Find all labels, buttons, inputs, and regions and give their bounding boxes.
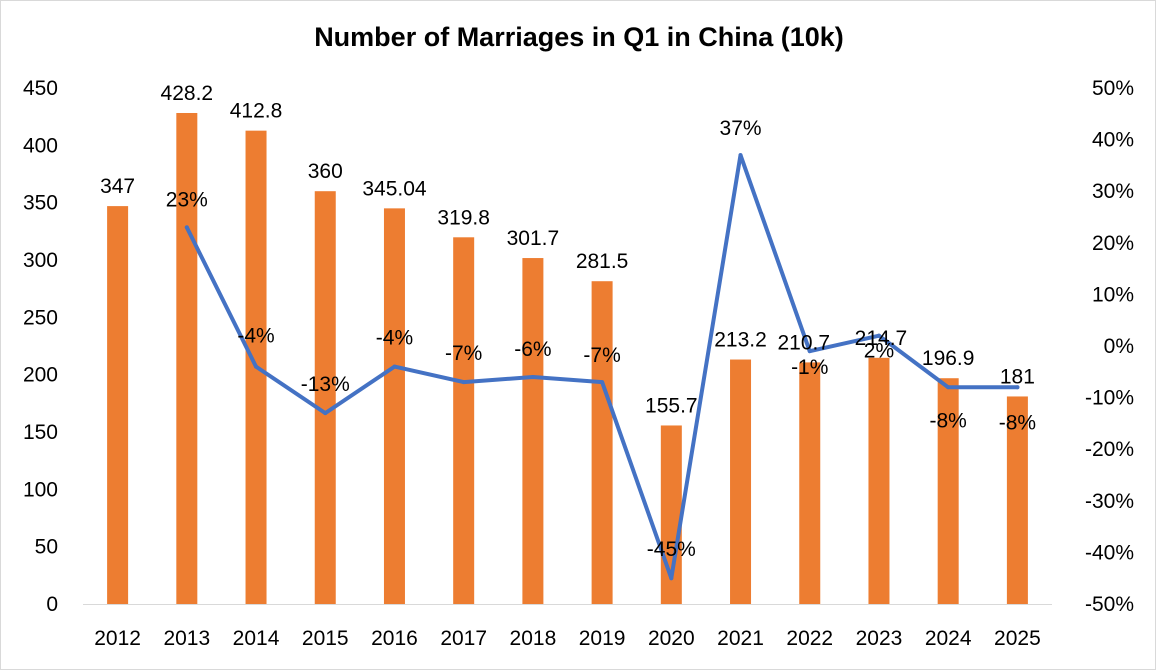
bar-value-label: 360 [308, 160, 343, 183]
right-tick-label: -20% [1085, 438, 1134, 461]
bar-2013 [176, 112, 198, 605]
left-tick-label: 250 [23, 306, 58, 329]
left-tick-label: 100 [23, 478, 58, 501]
right-tick-label: -50% [1085, 593, 1134, 616]
growth-pct-label: 23% [166, 188, 208, 211]
bar-value-label: 319.8 [437, 206, 490, 229]
growth-pct-label: -4% [376, 327, 413, 350]
right-tick-label: 20% [1092, 232, 1134, 255]
label-layer: 347 428.2 412.8 360 345.04 319.8 301.7 281.5 155… [100, 82, 1036, 561]
left-tick-label: 450 [23, 77, 58, 100]
bar-2018 [522, 258, 544, 604]
x-tick-label: 2018 [510, 627, 557, 650]
right-tick-label: -10% [1085, 387, 1134, 410]
bar-2016 [383, 208, 405, 604]
left-tick-label: 150 [23, 421, 58, 444]
bar-2023 [868, 357, 890, 604]
growth-point-2013 [184, 225, 189, 230]
x-tick-label: 2014 [233, 627, 280, 650]
axis-layer: 0 50 100 150 200 250 300 350 400 450 -50% -40% -30% -… [23, 77, 1134, 650]
bar-2012 [107, 206, 129, 604]
left-tick-label: 200 [23, 364, 58, 387]
growth-point-2022 [807, 349, 812, 354]
bar-value-label: 301.7 [507, 227, 560, 250]
growth-pct-label: -13% [301, 373, 350, 396]
x-tick-label: 2016 [371, 627, 418, 650]
growth-point-2025 [1015, 385, 1020, 390]
growth-pct-label: 2% [864, 340, 894, 363]
bar-value-label: 428.2 [161, 82, 214, 105]
x-tick-label: 2017 [440, 627, 487, 650]
bar-value-label: 155.7 [645, 394, 698, 417]
growth-pct-label: 37% [720, 117, 762, 140]
x-tick-label: 2012 [94, 627, 141, 650]
x-tick-label: 2025 [994, 627, 1041, 650]
growth-pct-label: -7% [445, 342, 482, 365]
bar-2017 [453, 237, 475, 604]
x-tick-label: 2024 [925, 627, 972, 650]
x-tick-label: 2021 [717, 627, 764, 650]
right-tick-label: -30% [1085, 490, 1134, 513]
x-tick-label: 2020 [648, 627, 695, 650]
chart-title: Number of Marriages in Q1 in China (10k) [314, 22, 844, 52]
growth-point-2023 [876, 333, 881, 338]
bar-2024 [937, 378, 959, 604]
bar-2019 [591, 281, 613, 604]
bar-value-label: 281.5 [576, 250, 629, 273]
x-tick-label: 2019 [579, 627, 626, 650]
left-tick-label: 400 [23, 134, 58, 157]
growth-pct-label: -8% [929, 409, 966, 432]
x-tick-label: 2023 [856, 627, 903, 650]
bars-layer [107, 112, 1028, 605]
bar-value-label: 210.7 [777, 331, 830, 354]
growth-point-2017 [461, 380, 466, 385]
growth-pct-label: -45% [647, 538, 696, 561]
left-tick-label: 0 [46, 593, 58, 616]
bar-value-label: 196.9 [922, 347, 975, 370]
growth-point-2019 [600, 380, 605, 385]
right-tick-label: 30% [1092, 180, 1134, 203]
growth-point-2016 [392, 364, 397, 369]
bar-value-label: 347 [100, 175, 135, 198]
left-tick-label: 50 [35, 536, 58, 559]
right-tick-label: 50% [1092, 77, 1134, 100]
bar-2015 [314, 191, 336, 604]
bar-value-label: 213.2 [714, 329, 767, 352]
bar-2025 [1006, 396, 1028, 604]
growth-pct-label: -1% [791, 356, 828, 379]
growth-pct-label: -7% [583, 344, 620, 367]
right-tick-label: 10% [1092, 283, 1134, 306]
bar-value-label: 412.8 [230, 100, 283, 123]
x-tick-label: 2015 [302, 627, 349, 650]
right-tick-label: -40% [1085, 541, 1134, 564]
growth-pct-label: -6% [514, 338, 551, 361]
growth-point-2020 [669, 576, 674, 581]
bar-value-label: 214.7 [855, 327, 908, 350]
growth-point-2021 [738, 153, 743, 158]
line-layer [184, 153, 1020, 581]
right-tick-label: 40% [1092, 129, 1134, 152]
left-tick-label: 350 [23, 192, 58, 215]
growth-point-2014 [254, 364, 259, 369]
bar-2021 [730, 359, 752, 604]
left-tick-label: 300 [23, 249, 58, 272]
growth-pct-label: -4% [237, 325, 274, 348]
growth-point-2015 [323, 411, 328, 416]
growth-pct-label: -8% [999, 411, 1036, 434]
growth-point-2024 [946, 385, 951, 390]
x-tick-label: 2022 [786, 627, 833, 650]
growth-point-2018 [530, 374, 535, 379]
bar-value-label: 181 [1000, 365, 1035, 388]
bar-value-label: 345.04 [362, 177, 427, 200]
right-tick-label: 0% [1104, 335, 1134, 358]
x-tick-label: 2013 [163, 627, 210, 650]
bar-2022 [799, 362, 821, 604]
